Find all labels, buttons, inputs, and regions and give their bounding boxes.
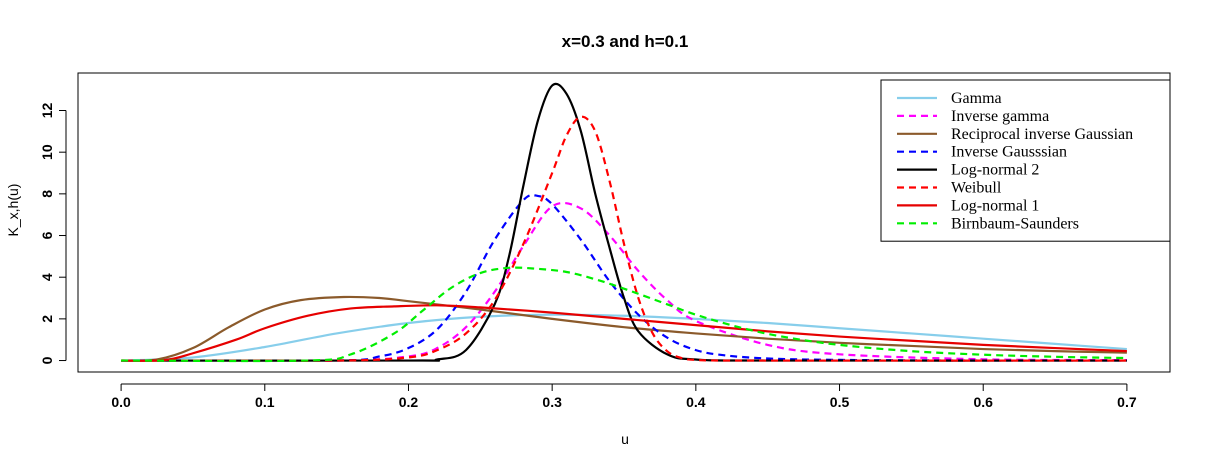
legend-label: Gamma [951,90,1002,107]
y-tick-label: 8 [39,190,55,198]
y-tick-label: 12 [39,103,55,119]
x-axis-label: u [621,431,629,447]
chart-title: x=0.3 and h=0.1 [562,32,689,51]
series-line-inverse-gamma [121,201,1127,362]
x-tick-label: 0.6 [973,394,993,410]
legend-label: Log-normal 1 [951,197,1039,214]
x-tick-label: 0.3 [542,394,562,410]
y-tick-label: 2 [39,315,55,323]
legend-box [880,79,1171,242]
series-line-weibull [121,115,1127,362]
x-tick-label: 0.7 [1117,394,1137,410]
x-tick-label: 0.5 [830,394,850,410]
x-axis: 0.0 0.1 0.2 0.3 0.4 0.5 0.6 0.7 [111,383,1137,410]
y-tick-label: 0 [39,356,55,364]
series-line-inverse-gausssian [121,193,1127,362]
legend-label: Inverse gamma [951,108,1049,125]
series-line-birnbaum-saunders [121,266,1127,363]
y-tick-label: 6 [39,231,55,239]
x-tick-label: 0.4 [686,394,706,410]
x-tick-label: 0.1 [255,394,275,410]
y-tick-label: 10 [39,144,55,160]
series-layer [121,82,1127,363]
legend-label: Log-normal 2 [951,162,1039,179]
legend-label: Weibull [951,180,1002,197]
series-line-log-normal-1 [121,304,1127,362]
x-tick-label: 0.0 [111,394,131,410]
x-tick-label: 0.2 [399,394,419,410]
y-axis-label: K_x,h(u) [5,184,21,237]
y-tick-label: 4 [39,273,55,281]
series-line-gamma [121,313,1127,362]
series-line-reciprocal-inverse-gaussian [121,295,1127,362]
legend-label: Reciprocal inverse Gaussian [951,126,1133,143]
legend-label: Inverse Gausssian [951,144,1067,161]
legend-label: Birnbaum-Saunders [951,215,1079,232]
y-axis: 0 2 4 6 8 10 12 [39,103,67,364]
series-line-log-normal-2 [121,82,1127,362]
